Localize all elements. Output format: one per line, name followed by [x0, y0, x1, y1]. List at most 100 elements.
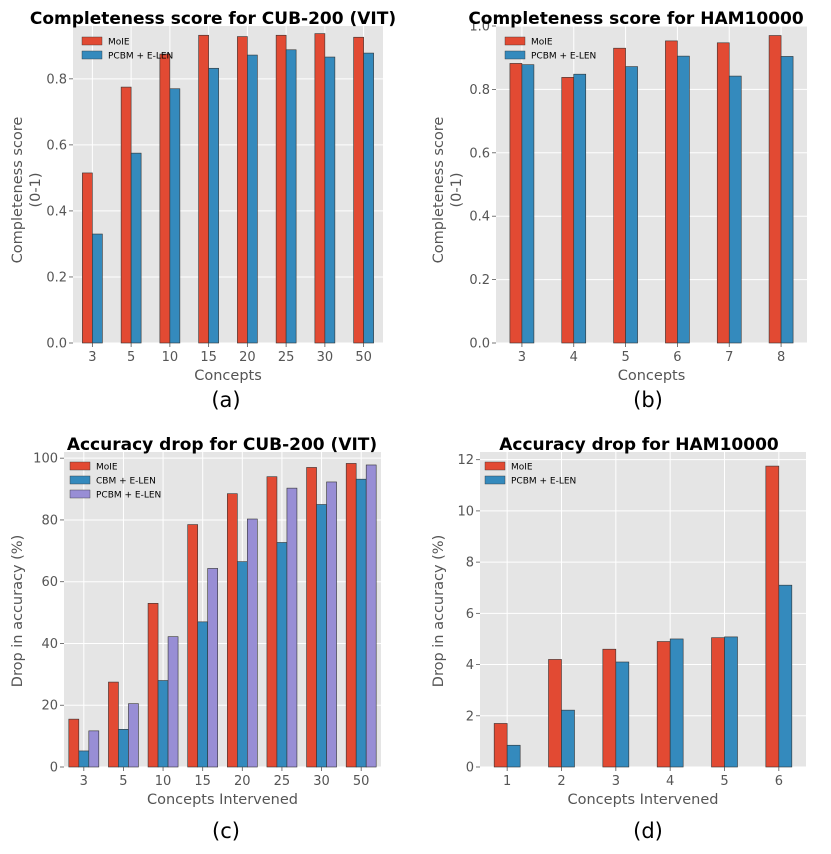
- bar-moie-15: [198, 34, 209, 344]
- bar-moie-20: [227, 493, 238, 768]
- x-axis-label: Concepts Intervened: [568, 792, 719, 808]
- y-tick-label: 0: [50, 761, 58, 776]
- panel-caption: (c): [212, 819, 240, 843]
- bar-cbm-e-len-3: [78, 750, 90, 768]
- bar-cbm-e-len-50: [355, 478, 367, 768]
- bar-cbm-e-len-25: [276, 542, 288, 768]
- y-tick-label: 0.4: [469, 210, 490, 225]
- y-axis-label: Drop in accuracy (%): [10, 535, 26, 687]
- legend-swatch: [504, 36, 526, 46]
- legend: MoIE PCBM + E-LEN: [484, 461, 576, 487]
- bar-moie-2: [548, 659, 562, 768]
- y-axis-label-line2: (0-1): [28, 173, 44, 208]
- bar-pcbm-e-len-50: [365, 464, 377, 768]
- bar-cbm-e-len-15: [197, 621, 208, 768]
- y-tick-label: 12: [457, 453, 474, 468]
- x-tick-label: 30: [317, 350, 334, 365]
- bar-moie-3: [602, 648, 617, 768]
- x-tick-label: 3: [518, 350, 526, 365]
- legend-swatch: [484, 475, 506, 485]
- bar-pcbm-e-len-3: [92, 233, 103, 344]
- bar-pcbm-e-len-7: [728, 75, 742, 344]
- bar-pcbm-e-len-25: [286, 487, 298, 768]
- bar-moie-4: [561, 77, 575, 344]
- chart-panel-1: 0.0 0.2 0.4 0.6 0.8 3 5 10 15 20 25 30 50 Concepts Com…: [10, 9, 396, 412]
- x-tick-label: 20: [239, 350, 256, 365]
- legend-swatch: [69, 489, 91, 499]
- bar-moie-5: [108, 681, 119, 768]
- y-tick-label: 8: [466, 556, 474, 571]
- plot-area: [480, 452, 806, 767]
- chart-panel-3: 0 20 40 60 80 100 3 5 10 15 20 25 30 50 Concepts Inter…: [10, 435, 381, 843]
- bar-pcbm-e-len-10: [169, 88, 181, 344]
- y-tick-label: 6: [466, 607, 474, 622]
- legend-swatch: [484, 461, 506, 471]
- plot-area: [73, 26, 383, 343]
- y-axis-label: Completeness score: [10, 117, 26, 264]
- chart-title: Accuracy drop for HAM10000: [499, 435, 779, 455]
- bar-moie-1: [493, 723, 508, 768]
- x-tick-label: 10: [155, 774, 172, 789]
- panel-caption: (d): [633, 819, 663, 843]
- bar-pcbm-e-len-30: [326, 481, 337, 768]
- legend-swatch: [69, 461, 91, 471]
- bar-moie-5: [120, 86, 132, 344]
- bar-pcbm-e-len-3: [88, 730, 100, 768]
- bar-cbm-e-len-5: [118, 729, 129, 768]
- x-axis-label: Concepts: [618, 368, 686, 384]
- x-tick-label: 3: [88, 350, 96, 365]
- y-tick-label: 0.4: [46, 204, 67, 219]
- chart-title: Completeness score for CUB-200 (VIT): [30, 9, 396, 29]
- y-axis-label: Completeness score: [431, 117, 447, 264]
- y-tick-label: 0.8: [469, 83, 490, 98]
- bar-pcbm-e-len-3: [521, 64, 535, 344]
- legend: MoIE CBM + E-LEN PCBM + E-LEN: [69, 461, 161, 501]
- x-tick-label: 4: [666, 774, 674, 789]
- y-axis-label-line2: (0-1): [449, 173, 465, 208]
- y-tick-label: 100: [33, 452, 58, 467]
- bar-moie-10: [147, 603, 159, 768]
- bar-pcbm-e-len-20: [247, 54, 258, 344]
- chart-panel-2: 0.0 0.2 0.4 0.6 0.8 1.0 3 4 5 6 7 8 Concepts Complete…: [431, 9, 807, 412]
- bar-moie-8: [768, 35, 782, 344]
- y-tick-label: 0.2: [469, 273, 490, 288]
- bar-pcbm-e-len-4: [669, 638, 684, 768]
- bar-pcbm-e-len-20: [247, 518, 258, 768]
- x-tick-label: 15: [194, 774, 211, 789]
- bar-pcbm-e-len-15: [208, 67, 219, 344]
- legend-label: CBM + E-LEN: [96, 477, 156, 487]
- bar-moie-15: [187, 524, 198, 768]
- y-tick-label: 60: [41, 575, 58, 590]
- bar-pcbm-e-len-8: [780, 56, 794, 344]
- bar-moie-3: [509, 63, 523, 344]
- y-tick-label: 80: [41, 513, 58, 528]
- bar-cbm-e-len-20: [237, 561, 248, 768]
- legend-swatch: [81, 50, 103, 60]
- bar-moie-25: [266, 476, 278, 768]
- bar-pcbm-e-len-4: [573, 73, 587, 344]
- x-tick-label: 20: [234, 774, 251, 789]
- bar-moie-6: [765, 465, 780, 768]
- legend-swatch: [504, 50, 526, 60]
- x-tick-label: 5: [127, 350, 135, 365]
- bar-moie-50: [353, 36, 364, 344]
- legend-label: PCBM + E-LEN: [531, 52, 596, 62]
- x-tick-label: 4: [570, 350, 578, 365]
- bar-moie-5: [711, 637, 725, 768]
- y-tick-label: 0.6: [46, 138, 67, 153]
- panel-caption: (a): [211, 388, 240, 412]
- x-tick-label: 6: [673, 350, 681, 365]
- x-axis-label: Concepts Intervened: [147, 792, 298, 808]
- bar-pcbm-e-len-30: [324, 56, 336, 344]
- x-tick-label: 15: [200, 350, 217, 365]
- x-axis-label: Concepts: [194, 368, 262, 384]
- x-tick-label: 5: [621, 350, 629, 365]
- x-tick-label: 6: [775, 774, 783, 789]
- y-axis-label: Drop in accuracy (%): [431, 535, 447, 687]
- x-tick-label: 7: [725, 350, 733, 365]
- x-tick-label: 2: [557, 774, 565, 789]
- x-tick-label: 50: [353, 774, 370, 789]
- legend: MoIE PCBM + E-LEN: [504, 36, 596, 62]
